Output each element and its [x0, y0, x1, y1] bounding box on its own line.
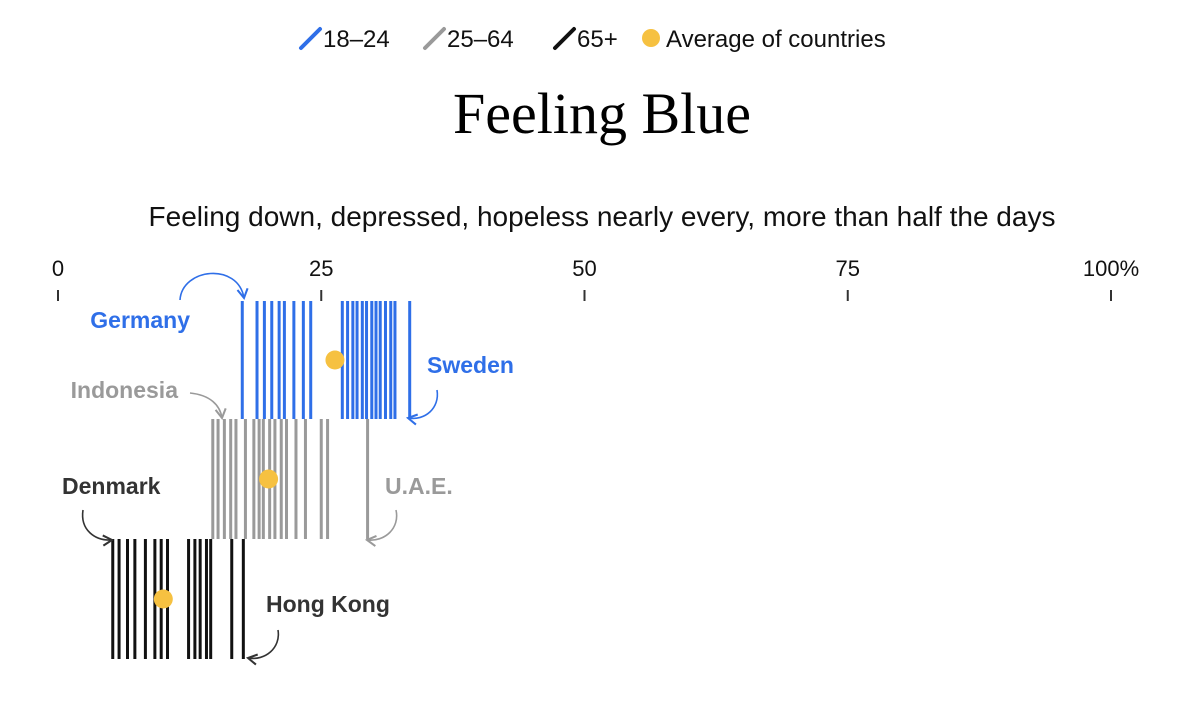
series-3: [111, 539, 245, 659]
average-dots: [153, 350, 345, 609]
series-2: [211, 419, 370, 539]
x-tick-label: 25: [309, 256, 333, 281]
country-bar: [262, 301, 266, 419]
country-bar: [326, 419, 330, 539]
country-bar: [366, 419, 370, 539]
annotation-arrow-icon: [405, 389, 439, 426]
country-bar: [143, 539, 147, 659]
annotation: Denmark: [62, 473, 161, 547]
country-bar: [240, 301, 244, 419]
annotation-arrow-icon: [364, 509, 398, 547]
country-bar: [279, 419, 283, 539]
country-bar: [252, 419, 256, 539]
country-bar: [378, 301, 382, 419]
country-bar: [243, 419, 247, 539]
country-bar: [285, 419, 288, 539]
country-bar: [255, 301, 259, 419]
legend-item-average: Average of countries: [642, 26, 886, 53]
country-bar: [360, 301, 364, 419]
country-bar: [234, 419, 238, 539]
country-bar: [282, 301, 286, 419]
country-bar: [204, 539, 208, 659]
slash-icon: [553, 27, 576, 50]
country-label: Germany: [90, 307, 190, 333]
country-bar: [294, 419, 298, 539]
country-bar: [309, 301, 313, 419]
country-bar: [389, 301, 393, 419]
country-label: Denmark: [62, 473, 161, 499]
country-bar: [211, 419, 215, 539]
country-bar: [346, 301, 350, 419]
country-bar: [355, 301, 359, 419]
chart-title: Feeling Blue: [453, 81, 751, 146]
country-bar: [216, 419, 220, 539]
average-dot: [325, 350, 345, 370]
country-bar: [365, 301, 369, 419]
country-label: U.A.E.: [385, 473, 453, 499]
country-bar: [126, 539, 129, 659]
legend-label: 65+: [577, 26, 618, 53]
country-bars: [111, 301, 412, 659]
country-bar: [193, 539, 197, 659]
legend-item-65-plus: 65+: [553, 26, 618, 53]
country-annotations: Germany Sweden Indonesia U.A.E. Denmark Hong …: [62, 272, 514, 666]
country-bar: [277, 301, 281, 419]
dot-icon: [642, 29, 660, 47]
annotation-arrow-icon: [179, 272, 249, 301]
legend-item-18-24: 18–24: [299, 26, 390, 53]
country-bar: [319, 419, 323, 539]
country-bar: [374, 301, 378, 419]
average-dot: [259, 469, 279, 489]
country-bar: [292, 301, 296, 419]
country-bar: [351, 301, 355, 419]
country-label: Indonesia: [71, 377, 179, 403]
series-1: [240, 301, 412, 419]
country-bar: [301, 301, 305, 419]
annotation: U.A.E.: [364, 473, 453, 547]
legend: 18–24 25–64 65+ Average of countries: [299, 26, 886, 53]
country-bar: [241, 539, 245, 659]
country-bar: [133, 539, 137, 659]
country-bar: [209, 539, 213, 659]
annotation: Hong Kong: [245, 591, 390, 666]
country-bar: [270, 301, 274, 419]
x-tick-label: 100%: [1083, 256, 1139, 281]
country-bar: [111, 539, 115, 659]
legend-label: Average of countries: [666, 26, 886, 53]
chart-subtitle: Feeling down, depressed, hopeless nearly…: [149, 201, 1056, 232]
annotation-arrow-icon: [189, 392, 227, 421]
annotation-arrow-icon: [245, 629, 280, 666]
country-bar: [229, 419, 233, 539]
annotation: Germany: [90, 272, 249, 333]
country-bar: [370, 301, 374, 419]
country-label: Hong Kong: [266, 591, 390, 617]
annotation: Sweden: [405, 352, 514, 426]
legend-label: 18–24: [323, 26, 390, 53]
legend-item-25-64: 25–64: [423, 26, 514, 53]
country-label: Sweden: [427, 352, 514, 378]
country-bar: [230, 539, 234, 659]
country-bar: [303, 419, 307, 539]
country-bar: [383, 301, 387, 419]
x-tick-label: 0: [52, 256, 64, 281]
country-bar: [187, 539, 191, 659]
slash-icon: [299, 27, 322, 50]
x-tick-label: 50: [572, 256, 596, 281]
slash-icon: [423, 27, 446, 50]
x-tick-label: 75: [836, 256, 860, 281]
legend-label: 25–64: [447, 26, 514, 53]
annotation-arrow-icon: [81, 509, 115, 547]
country-bar: [393, 301, 397, 419]
average-dot: [153, 589, 173, 609]
country-bar: [117, 539, 121, 659]
country-bar: [198, 539, 202, 659]
annotation: Indonesia: [71, 377, 227, 421]
country-bar: [222, 419, 226, 539]
country-bar: [408, 301, 412, 419]
x-axis: 0 25 50 75 100%: [52, 256, 1139, 301]
